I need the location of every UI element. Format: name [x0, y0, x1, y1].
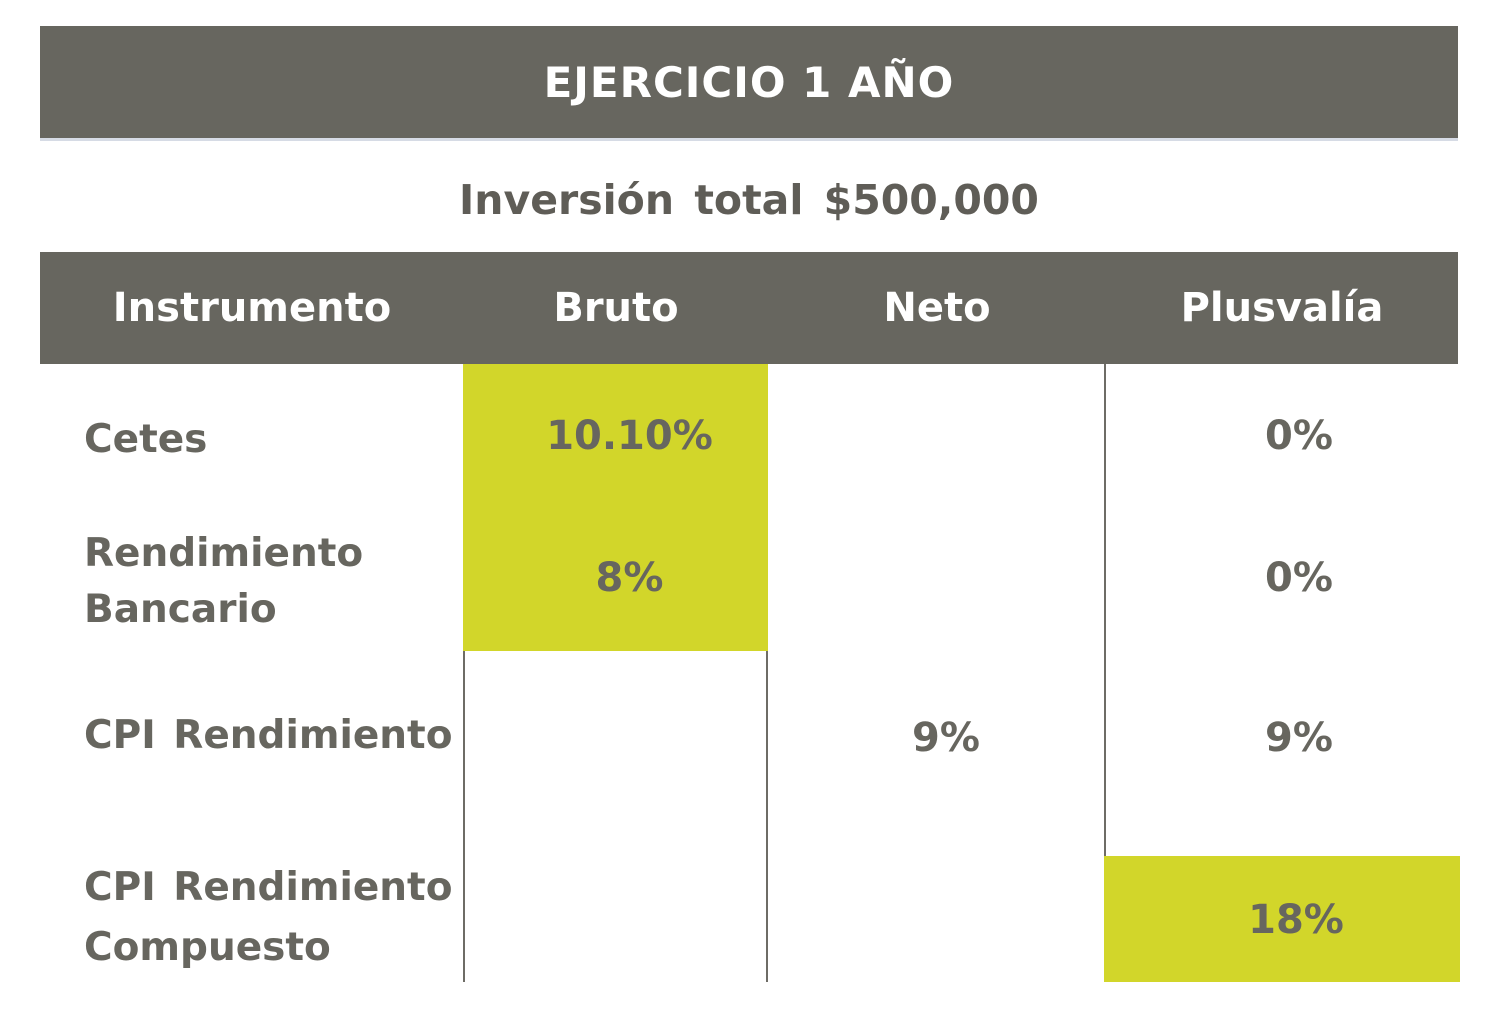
table-header: Instrumento Bruto Neto Plusvalía — [40, 252, 1458, 364]
row-label-line: Bancario — [84, 587, 277, 632]
row-label-cetes: Cetes — [84, 412, 207, 468]
column-divider — [1104, 364, 1106, 856]
title-divider — [40, 138, 1458, 141]
row-label-line: Compuesto — [84, 925, 331, 970]
header-plusvalia: Plusvalía — [1180, 285, 1384, 331]
plusvalia-highlight — [1104, 856, 1460, 982]
cell-plusvalia: 0% — [1265, 413, 1333, 459]
column-divider — [463, 651, 465, 982]
row-label-line: Cetes — [84, 417, 208, 462]
cell-plusvalia: 0% — [1265, 555, 1333, 601]
investment-subtitle: Inversión total $500,000 — [459, 176, 1039, 224]
table-title: EJERCICIO 1 AÑO — [543, 57, 955, 107]
title-bar: EJERCICIO 1 AÑO — [40, 26, 1458, 138]
cell-neto: 9% — [912, 715, 980, 761]
cell-plusvalia: 9% — [1265, 715, 1333, 761]
row-label-rendimiento-bancario: Rendimiento Bancario — [84, 526, 363, 638]
row-label-cpi-rendimiento: CPI Rendimiento — [84, 708, 452, 764]
row-label-line: CPI Rendimiento — [84, 865, 453, 910]
cell-bruto: 8% — [595, 555, 664, 601]
column-divider — [766, 651, 768, 982]
row-label-line: Rendimiento — [84, 531, 364, 576]
row-label-cpi-rendimiento-compuesto: CPI Rendimiento Compuesto — [84, 858, 452, 978]
header-bruto: Bruto — [553, 285, 679, 331]
cell-plusvalia: 18% — [1248, 897, 1344, 943]
bruto-highlight — [463, 364, 768, 651]
row-label-line: CPI Rendimiento — [84, 713, 453, 758]
header-neto: Neto — [883, 285, 991, 331]
header-instrumento: Instrumento — [112, 285, 392, 331]
cell-bruto: 10.10% — [546, 413, 713, 459]
